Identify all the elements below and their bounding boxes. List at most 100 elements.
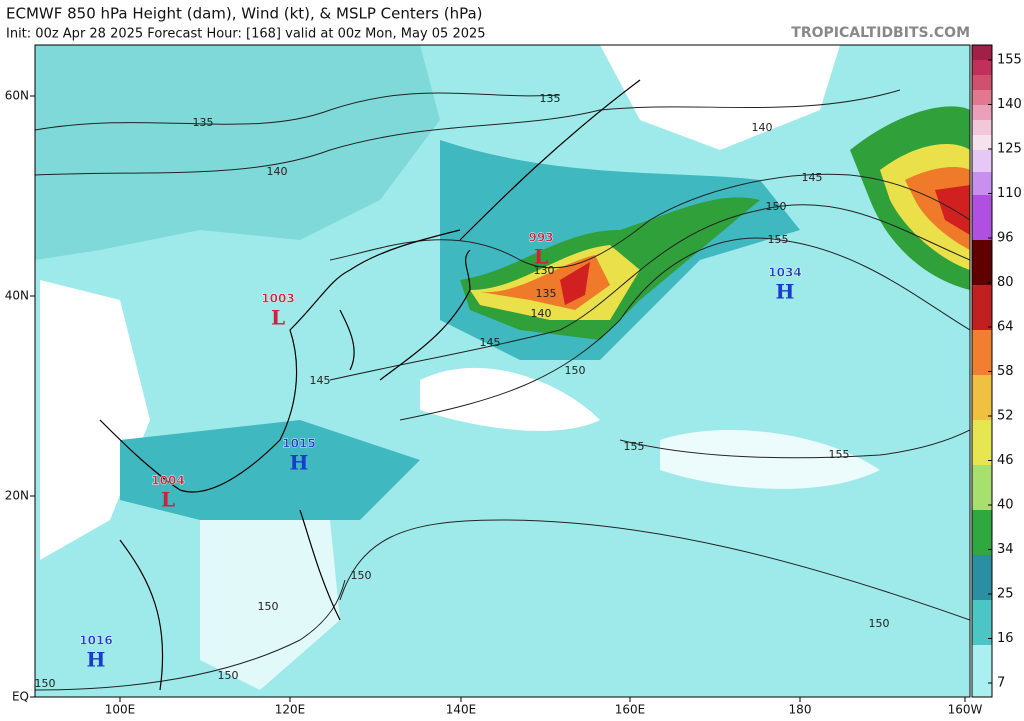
calm-area bbox=[40, 280, 150, 560]
colorbar-segment bbox=[972, 645, 992, 697]
center-symbol: L bbox=[161, 488, 175, 512]
colorbar-segment bbox=[972, 510, 992, 555]
contour bbox=[329, 173, 970, 269]
colorbar-segment bbox=[972, 195, 992, 240]
map-area bbox=[35, 45, 970, 697]
colorbar-segment bbox=[972, 135, 992, 150]
contour bbox=[329, 204, 970, 381]
colorbar-label: 140 bbox=[997, 97, 1022, 112]
jet-shade bbox=[935, 185, 970, 235]
contour-label: 150 bbox=[869, 617, 890, 630]
lon-label: 180 bbox=[789, 703, 812, 717]
contour bbox=[399, 237, 970, 421]
contour-label: 145 bbox=[480, 336, 501, 349]
contour bbox=[35, 89, 901, 176]
colorbar-label: 110 bbox=[997, 186, 1022, 201]
colorbar-label: 40 bbox=[997, 498, 1014, 513]
wind-shade bbox=[120, 420, 420, 520]
colorbar-segment bbox=[972, 375, 992, 420]
coastline bbox=[459, 79, 641, 241]
title: ECMWF 850 hPa Height (dam), Wind (kt), &… bbox=[6, 5, 483, 23]
contour-label: 135 bbox=[540, 92, 561, 105]
lat-label: 40N bbox=[5, 289, 29, 303]
calm-area bbox=[600, 45, 840, 150]
calm-area bbox=[420, 367, 600, 431]
center-pressure: 1016 bbox=[79, 634, 112, 648]
colorbar-segment bbox=[972, 105, 992, 120]
center-pressure: 1034 bbox=[768, 266, 801, 280]
colorbar-segment bbox=[972, 120, 992, 135]
center-symbol: L bbox=[271, 306, 285, 330]
colorbar-segment bbox=[972, 420, 992, 465]
lat-label: EQ bbox=[12, 690, 29, 704]
lon-label: 100E bbox=[105, 703, 136, 717]
contour-label: 140 bbox=[267, 165, 288, 178]
colorbar-label: 58 bbox=[997, 364, 1014, 379]
contour-label: 130 bbox=[534, 264, 555, 277]
colorbar-label: 34 bbox=[997, 542, 1014, 557]
colorbar-segment bbox=[972, 555, 992, 600]
coastline bbox=[339, 309, 355, 371]
colorbar-segment bbox=[972, 60, 992, 75]
colorbar-segment bbox=[972, 330, 992, 375]
colorbar-segment bbox=[972, 90, 992, 105]
lon-label: 160W bbox=[948, 703, 983, 717]
lon-label: 160E bbox=[615, 703, 646, 717]
colorbar-label: 64 bbox=[997, 320, 1014, 335]
contour-label: 140 bbox=[752, 121, 773, 134]
contour-label: 150 bbox=[351, 569, 372, 582]
map-frame bbox=[34, 44, 971, 698]
colorbar-label: 46 bbox=[997, 453, 1014, 468]
contour-label: 135 bbox=[536, 287, 557, 300]
contour-label: 155 bbox=[768, 233, 789, 246]
center-pressure: 993 bbox=[528, 231, 553, 245]
colorbar-segment bbox=[972, 285, 992, 330]
contour-label: 145 bbox=[802, 171, 823, 184]
colorbar-label: 52 bbox=[997, 409, 1014, 424]
contour-label: 150 bbox=[218, 669, 239, 682]
colorbar-label: 96 bbox=[997, 231, 1014, 246]
center-symbol: H bbox=[290, 451, 309, 475]
wind-shade bbox=[35, 45, 440, 260]
lat-label: 20N bbox=[5, 489, 29, 503]
contour bbox=[619, 429, 970, 459]
contour-label: 150 bbox=[766, 200, 787, 213]
colorbar-segment bbox=[972, 600, 992, 645]
coastlines bbox=[99, 79, 641, 691]
colorbar-segment bbox=[972, 465, 992, 510]
center-symbol: H bbox=[87, 648, 106, 672]
lon-label: 140E bbox=[446, 703, 477, 717]
contour-label: 155 bbox=[829, 448, 850, 461]
colorbar-label: 80 bbox=[997, 275, 1014, 290]
contour-label: 150 bbox=[565, 364, 586, 377]
colorbar-segment bbox=[972, 75, 992, 90]
lat-label: 60N bbox=[5, 89, 29, 103]
jet-shade bbox=[560, 262, 590, 305]
coastline bbox=[379, 249, 471, 381]
contour bbox=[35, 92, 561, 131]
contour-label: 150 bbox=[258, 600, 279, 613]
colorbar-segment bbox=[972, 45, 992, 60]
colorbar-segment bbox=[972, 172, 992, 195]
colorbar-label: 155 bbox=[997, 53, 1022, 68]
colorbar-label: 16 bbox=[997, 631, 1014, 646]
center-pressure: 1015 bbox=[282, 437, 315, 451]
center-pressure: 1004 bbox=[151, 474, 184, 488]
lon-label: 120E bbox=[275, 703, 306, 717]
center-symbol: L bbox=[534, 245, 548, 269]
coastline bbox=[299, 509, 341, 621]
colorbar-segment bbox=[972, 150, 992, 172]
site-credit: TROPICALTIDBITS.COM bbox=[791, 25, 970, 41]
center-pressure: 1003 bbox=[261, 292, 294, 306]
colorbar: 155 140 125 110 96 80 64 58 52 46 40 34 25 16 7 bbox=[971, 44, 1022, 698]
subtitle: Init: 00z Apr 28 2025 Forecast Hour: [16… bbox=[6, 27, 486, 42]
colorbar-label: 25 bbox=[997, 587, 1014, 602]
contour-label: 140 bbox=[531, 307, 552, 320]
contour bbox=[339, 519, 970, 621]
contour-label: 155 bbox=[624, 440, 645, 453]
colorbar-label: 125 bbox=[997, 142, 1022, 157]
colorbar-label: 7 bbox=[997, 676, 1005, 691]
coastline bbox=[99, 229, 461, 493]
